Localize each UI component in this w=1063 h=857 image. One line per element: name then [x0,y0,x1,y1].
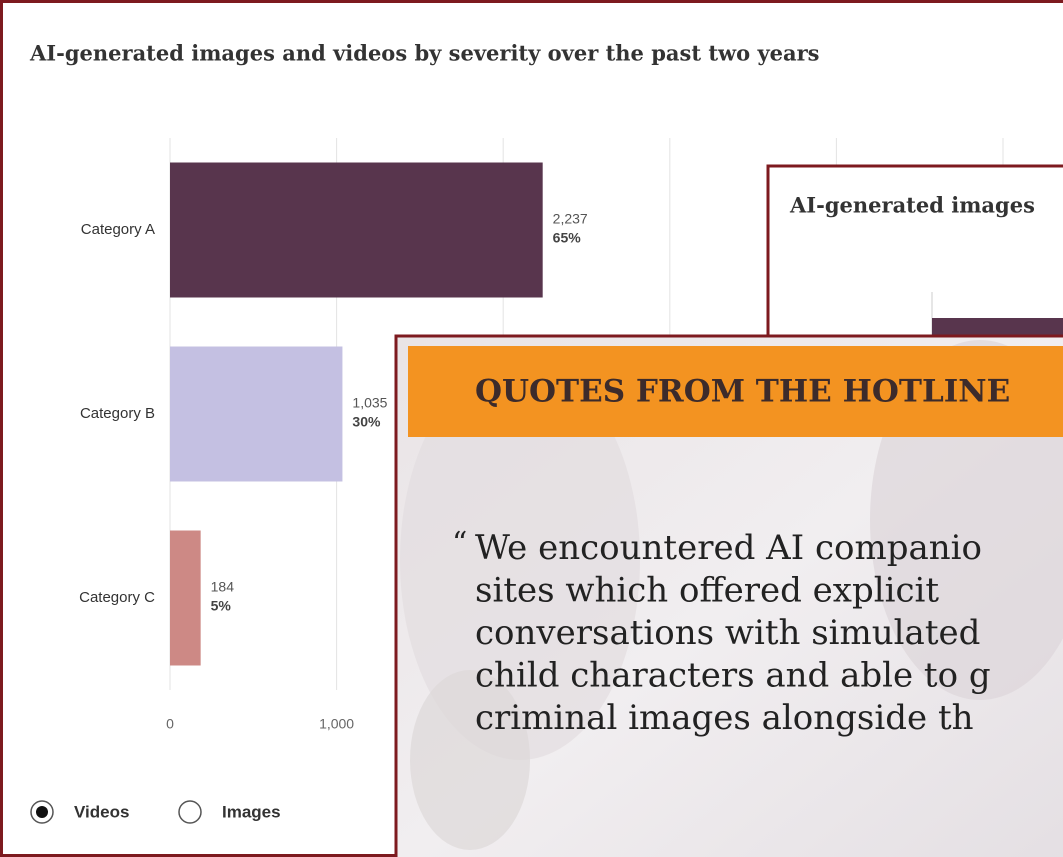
bar [170,162,543,298]
x-tick-label: 1,000 [319,716,354,732]
photo-shape [410,670,530,850]
value-label: 184 [211,579,235,595]
category-label: Category B [80,405,155,422]
quote-line: criminal images alongside th [475,698,974,738]
share-label: 65% [553,230,582,246]
category-label: Category C [79,589,155,606]
value-label: 1,035 [352,395,387,411]
quote-line: sites which offered explicit [475,571,939,611]
share-label: 30% [352,414,381,430]
category-label: Category A [81,221,155,238]
quote-line: conversations with simulated [475,613,980,653]
share-label: 5% [211,598,232,614]
card-header [408,346,1063,437]
card-heading: QUOTES FROM THE HOTLINE [475,374,1010,410]
value-label: 2,237 [553,211,588,227]
bar [170,530,201,666]
quote-line: child characters and able to g [475,656,991,696]
x-tick-label: 0 [166,716,174,732]
radio-button[interactable] [178,800,202,824]
radio-label[interactable]: Images [222,802,281,821]
bar [170,346,343,482]
quote-card: QUOTES FROM THE HOTLINE “ We encountered… [394,334,1063,857]
quote-mark: “ [452,526,467,561]
photo-shape [400,360,640,760]
radio-label[interactable]: Videos [74,802,129,821]
chart-title: AI-generated images and videos by severi… [29,41,820,66]
panel-title: AI-generated images [789,193,1035,218]
quote-line: We encountered AI companio [475,528,982,568]
radio-dot [36,806,48,818]
